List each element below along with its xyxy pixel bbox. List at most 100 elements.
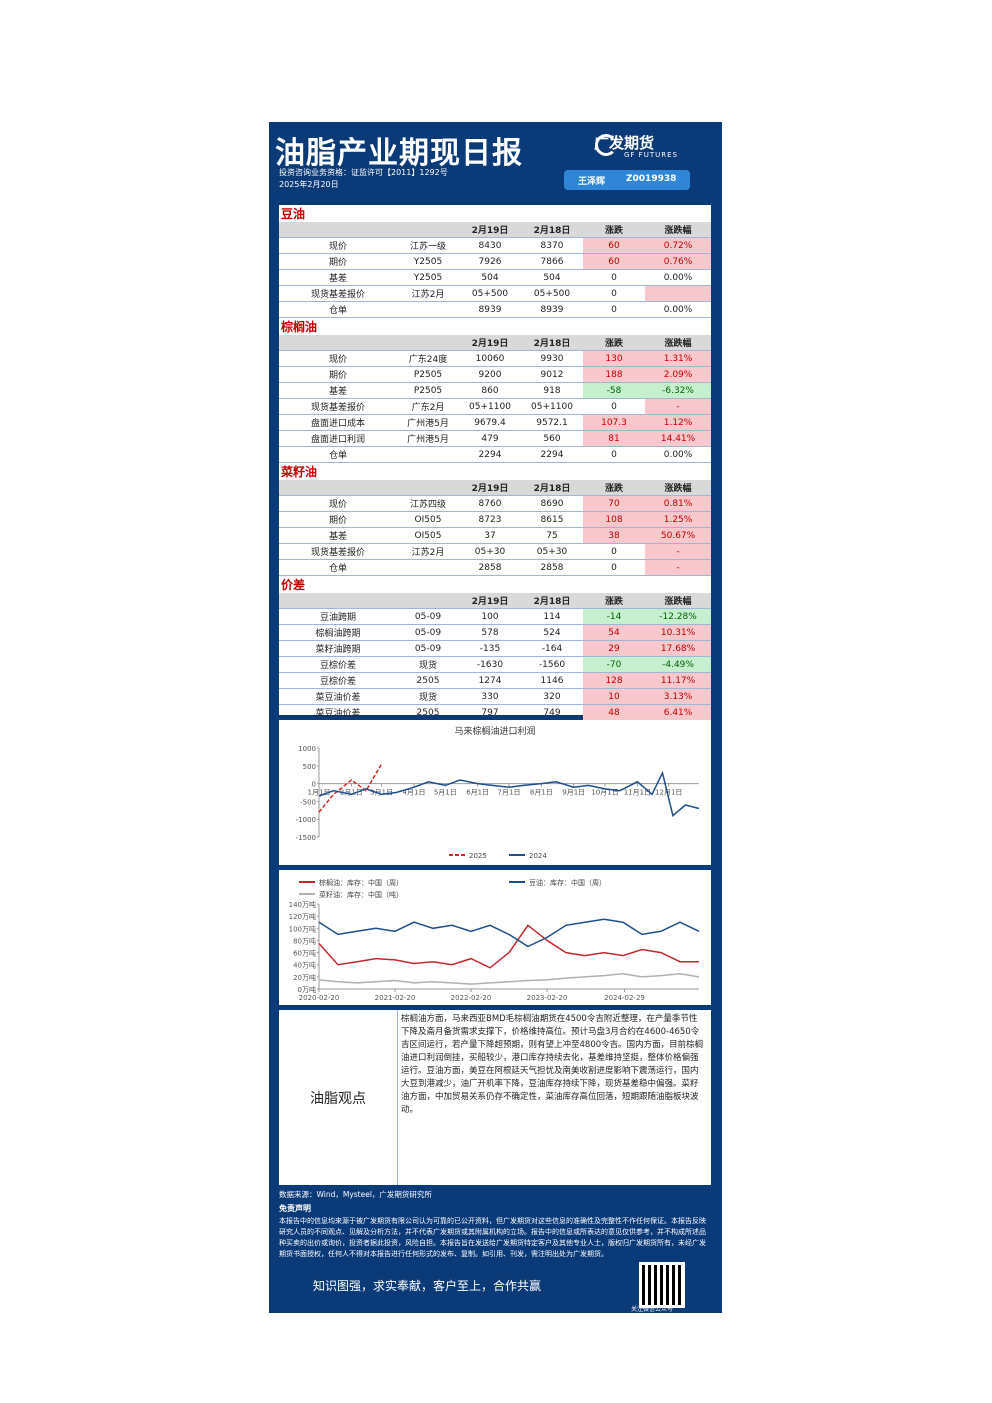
cell: 8430 — [459, 237, 521, 254]
y-tick-label: 100万吨 — [289, 924, 316, 933]
logo-mark — [595, 134, 617, 156]
cell — [397, 446, 459, 463]
cell: 70 — [583, 495, 645, 512]
data-row: 菜豆油价差 现货 330 320 10 3.13% — [279, 688, 712, 705]
x-tick-label: 2021-02-20 — [375, 994, 416, 1002]
x-tick-label: 11月1日 — [624, 789, 651, 797]
data-row: 菜籽油跨期 05-09 -135 -164 29 17.68% — [279, 640, 712, 657]
column-header: 2月19日 — [459, 335, 521, 351]
cell: 0.81% — [645, 495, 712, 512]
blank — [397, 593, 459, 609]
cell: 基差 — [279, 269, 397, 286]
tables: 豆油 2月19日 2月18日 涨跌 涨跌幅 现价 江苏一级 8430 8370 60 0.72% 期价… — [279, 205, 712, 721]
cell: 114 — [521, 608, 583, 625]
cell: 1274 — [459, 672, 521, 689]
cell: 江苏四级 — [397, 495, 459, 512]
cell: 60 — [583, 253, 645, 270]
cell: -14 — [583, 608, 645, 625]
x-tick-label: 8月1日 — [530, 789, 553, 797]
column-header: 涨跌 — [583, 222, 645, 238]
cell: 9012 — [521, 366, 583, 383]
cell: 05-09 — [397, 624, 459, 641]
cell: 10 — [583, 688, 645, 705]
cell: 108 — [583, 511, 645, 528]
column-header: 2月18日 — [521, 593, 583, 609]
cell: 期价 — [279, 511, 397, 528]
cell: 江苏2月 — [397, 285, 459, 302]
cell: 05-09 — [397, 640, 459, 657]
cell: 524 — [521, 624, 583, 641]
cell: 2.09% — [645, 366, 712, 383]
y-tick-label: 0 — [312, 781, 316, 789]
cell: 9200 — [459, 366, 521, 383]
cell: -70 — [583, 656, 645, 673]
y-tick-label: 20万吨 — [293, 973, 316, 982]
view-box: 油脂观点 棕榈油方面，马来西亚BMD毛棕榈油期货在4500令吉附近整理，在产量季… — [279, 1010, 711, 1185]
y-tick-label: 0万吨 — [298, 985, 316, 994]
cell: 11.17% — [645, 672, 712, 689]
cell: 仓单 — [279, 446, 397, 463]
cell: 8690 — [521, 495, 583, 512]
column-header: 涨跌幅 — [645, 335, 712, 351]
data-row: 豆油跨期 05-09 100 114 -14 -12.28% — [279, 608, 712, 625]
cell: 江苏2月 — [397, 543, 459, 560]
cell: 14.41% — [645, 430, 712, 447]
cell: 仓单 — [279, 559, 397, 576]
cell: 54 — [583, 624, 645, 641]
blank — [279, 335, 397, 351]
column-header: 涨跌 — [583, 593, 645, 609]
cell: 81 — [583, 430, 645, 447]
data-row: 仓单 8939 8939 0 0.00% — [279, 301, 712, 318]
y-tick-label: -1000 — [296, 816, 316, 824]
disclaimer-title: 免责声明 — [279, 1204, 311, 1213]
legend-label: 菜籽油：库存：中国（吨） — [319, 890, 403, 899]
y-tick-label: 120万吨 — [289, 912, 316, 921]
view-label: 油脂观点 — [279, 1010, 398, 1185]
qualification: 投资咨询业务资格：证监许可【2011】1292号 — [279, 168, 448, 177]
cell: 05+500 — [459, 285, 521, 302]
cell: 现价 — [279, 237, 397, 254]
y-tick-label: 40万吨 — [293, 961, 316, 970]
cell: Y2505 — [397, 253, 459, 270]
qr-code — [639, 1262, 685, 1308]
blank — [279, 480, 397, 496]
cell: 8939 — [521, 301, 583, 318]
cell: 基差 — [279, 527, 397, 544]
series-line — [318, 973, 700, 985]
cell: 38 — [583, 527, 645, 544]
cell: 盘面进口利润 — [279, 430, 397, 447]
analyst-badge: 王泽辉 Z0019938 — [564, 170, 690, 190]
y-tick-label: 140万吨 — [289, 900, 316, 909]
cell: 2505 — [397, 704, 459, 721]
column-header: 2月18日 — [521, 480, 583, 496]
x-tick-label: 2023-02-20 — [527, 994, 568, 1002]
blank — [279, 222, 397, 238]
cell: 9930 — [521, 350, 583, 367]
cell: 现价 — [279, 350, 397, 367]
cell: 8760 — [459, 495, 521, 512]
cell: 豆棕价差 — [279, 672, 397, 689]
cell: 棕榈油跨期 — [279, 624, 397, 641]
cell: 广州港5月 — [397, 430, 459, 447]
cell: 现货基差报价 — [279, 543, 397, 560]
cell: 504 — [459, 269, 521, 286]
column-header: 2月18日 — [521, 335, 583, 351]
x-tick-label: 2024-02-29 — [604, 994, 645, 1002]
data-row: 现货基差报价 广东2月 05+1100 05+1100 0- — [279, 398, 712, 415]
disclaimer: 本报告中的信息均来源于被广发期货有限公司认为可靠的已公开资料，但广发期货对这些信… — [279, 1217, 706, 1258]
x-tick-label: 5月1日 — [434, 789, 457, 797]
cell: 860 — [459, 382, 521, 399]
cell: 3.13% — [645, 688, 712, 705]
cell: 菜籽油跨期 — [279, 640, 397, 657]
cell: -4.49% — [645, 656, 712, 673]
x-tick-label: 9月1日 — [562, 789, 585, 797]
cell: 797 — [459, 704, 521, 721]
cell: 2505 — [397, 672, 459, 689]
cell: 现货 — [397, 656, 459, 673]
cell: 578 — [459, 624, 521, 641]
column-header: 涨跌幅 — [645, 480, 712, 496]
table-title-row: 菜籽油 — [279, 463, 711, 480]
data-row: 期价 OI505 8723 8615 108 1.25% — [279, 511, 712, 528]
x-tick-label: 2月1日 — [340, 789, 363, 797]
